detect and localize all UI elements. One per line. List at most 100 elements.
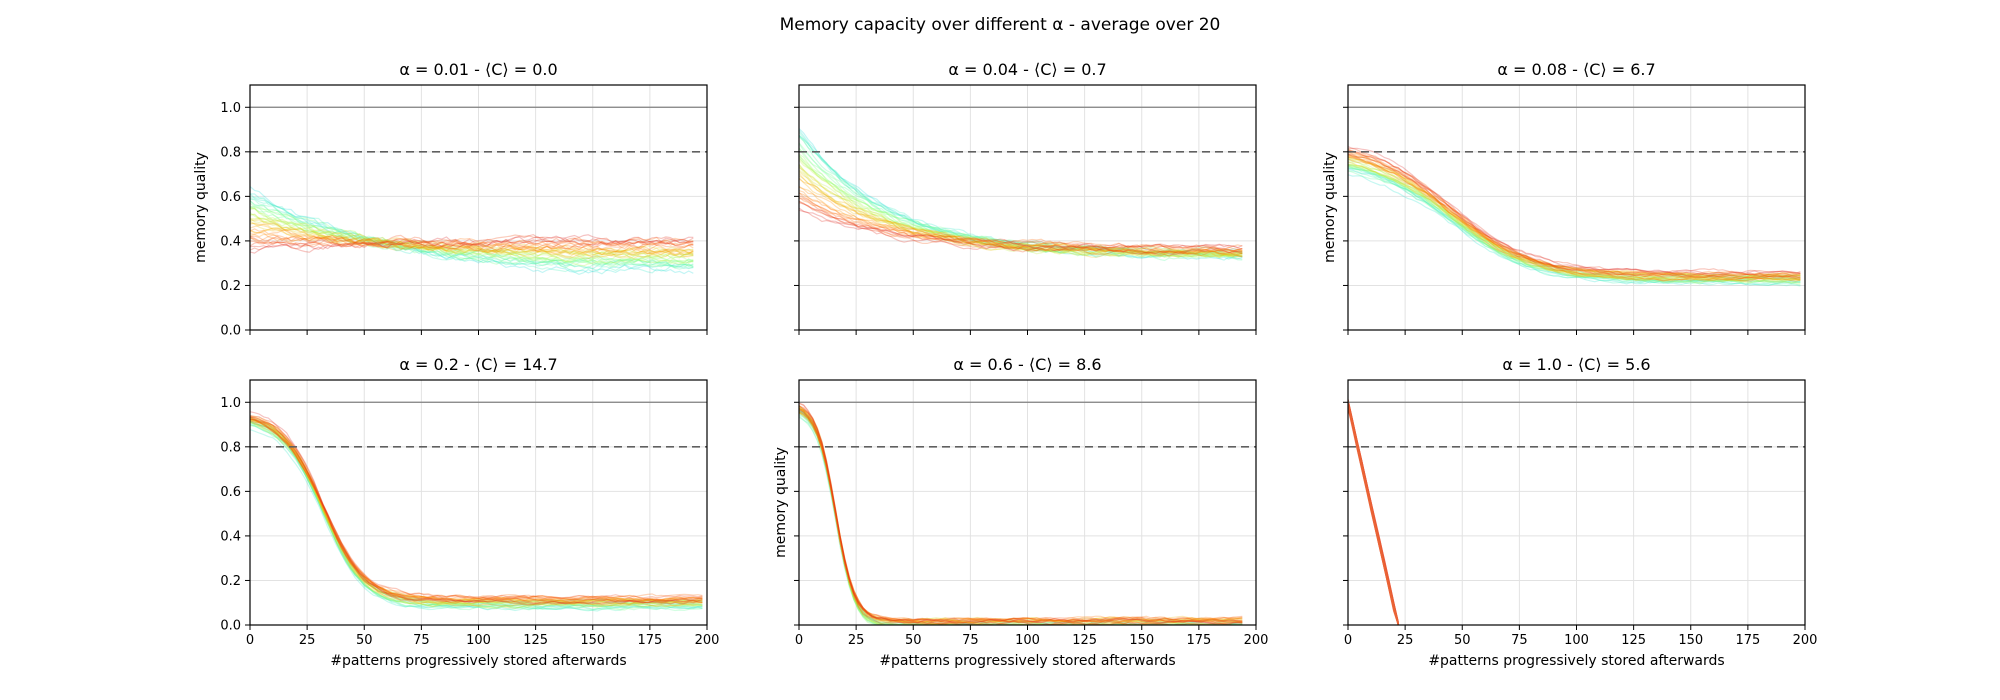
x-tick-label-6: 150 [1678, 633, 1703, 648]
series-line-21 [250, 217, 694, 257]
series-line-25 [799, 412, 1243, 624]
series-line-11 [1348, 165, 1801, 281]
series-line-9 [799, 410, 1243, 625]
series-line-16 [799, 411, 1243, 625]
series-line-11 [250, 202, 694, 264]
series-line-34 [250, 416, 703, 602]
series-line-9 [250, 205, 694, 269]
series-line-15 [799, 155, 1243, 258]
series-line-14 [799, 156, 1243, 259]
series-line-4 [799, 410, 1243, 625]
series-line-10 [799, 411, 1243, 625]
series-line-35 [250, 239, 694, 251]
series-line-30 [799, 190, 1243, 256]
x-tick-label-8: 200 [1244, 633, 1269, 648]
series-line-33 [799, 411, 1243, 623]
x-tick-label-1: 25 [1397, 633, 1414, 648]
series-line-40 [250, 411, 703, 606]
series-line-28 [250, 415, 703, 602]
series-line-8 [250, 419, 703, 612]
series-line-27 [250, 227, 694, 256]
chart-panel-6: 0 25 50 75 100 125 150 175 200 α = 1.0 - ⟨C⟩ = 5.… [1343, 355, 1817, 669]
series-line-11 [250, 421, 703, 611]
series-line-20 [250, 417, 703, 604]
series-line-38 [799, 202, 1243, 250]
series-line-3 [250, 193, 694, 274]
series-line-36 [799, 409, 1243, 625]
series-line-32 [1348, 155, 1801, 280]
x-tick-label-2: 50 [1454, 633, 1471, 648]
series-line-18 [250, 421, 703, 607]
series-line-30 [799, 408, 1243, 625]
series-line-27 [799, 408, 1243, 625]
series-line-31 [250, 419, 703, 601]
series-line-2 [1348, 174, 1801, 286]
series-line-9 [250, 424, 703, 605]
x-tick-label-2: 50 [905, 633, 922, 648]
series-line-18 [1348, 160, 1801, 278]
series-line-13 [250, 418, 703, 608]
curve-group [1348, 399, 1399, 625]
x-tick-label-0: 0 [246, 633, 254, 648]
series-line-32 [799, 196, 1243, 257]
series-line-16 [1348, 164, 1801, 278]
series-line-5 [799, 416, 1243, 625]
series-line-8 [250, 200, 694, 265]
x-tick-label-8: 200 [695, 633, 720, 648]
series-line-3 [799, 134, 1243, 258]
series-line-3 [799, 409, 1243, 625]
series-line-20 [799, 407, 1243, 625]
x-tick-label-0: 0 [795, 633, 803, 648]
series-line-10 [1348, 164, 1801, 283]
series-line-7 [1348, 170, 1801, 284]
series-line-29 [799, 186, 1243, 254]
series-line-23 [1348, 156, 1801, 282]
series-line-22 [1348, 161, 1801, 283]
series-line-9 [1348, 166, 1801, 280]
series-line-5 [799, 131, 1243, 260]
series-line-25 [1348, 154, 1801, 282]
series-line-35 [799, 405, 1243, 623]
series-line-31 [250, 228, 694, 250]
series-line-32 [799, 410, 1243, 624]
curve-group [799, 402, 1243, 625]
series-line-21 [250, 419, 703, 610]
series-line-20 [799, 164, 1243, 258]
panel-title: α = 1.0 - ⟨C⟩ = 5.6 [1502, 355, 1650, 374]
series-line-7 [799, 136, 1243, 262]
figure-suptitle: Memory capacity over different α - avera… [780, 15, 1221, 35]
series-line-35 [1348, 153, 1801, 280]
x-tick-label-5: 125 [1621, 633, 1646, 648]
series-line-15 [250, 417, 703, 604]
x-axis-label: #patterns progressively stored afterward… [330, 653, 626, 669]
series-line-32 [250, 234, 694, 247]
series-line-14 [250, 416, 703, 606]
series-line-35 [799, 200, 1243, 258]
chart-panel-2: α = 0.04 - ⟨C⟩ = 0.7 [794, 60, 1257, 335]
series-line-1 [799, 410, 1243, 625]
panel-title: α = 0.08 - ⟨C⟩ = 6.7 [1497, 60, 1655, 79]
series-line-28 [250, 223, 694, 255]
curve-group [1348, 146, 1801, 287]
series-line-6 [799, 412, 1243, 625]
series-line-6 [250, 198, 694, 270]
x-tick-label-7: 175 [1186, 633, 1211, 648]
series-line-14 [250, 212, 694, 263]
series-line-7 [799, 414, 1243, 625]
series-line-31 [799, 192, 1243, 255]
series-line-3 [250, 429, 703, 612]
series-line-39 [799, 405, 1243, 625]
chart-panel-4: 0 25 50 75 100 125 150 175 200 0.0 0.2 0.4 0.6 0.8 1.0… [220, 355, 719, 669]
y-tick-label-5: 1.0 [220, 396, 241, 411]
series-line-8 [1348, 170, 1801, 284]
series-line-11 [799, 407, 1243, 625]
y-tick-label-1: 0.2 [220, 574, 241, 589]
x-tick-label-7: 175 [1735, 633, 1760, 648]
series-line-20 [250, 217, 694, 259]
series-line-26 [799, 177, 1243, 252]
series-line-10 [250, 205, 694, 269]
series-line-2 [250, 193, 694, 275]
series-line-28 [799, 404, 1243, 625]
series-line-12 [250, 420, 703, 606]
